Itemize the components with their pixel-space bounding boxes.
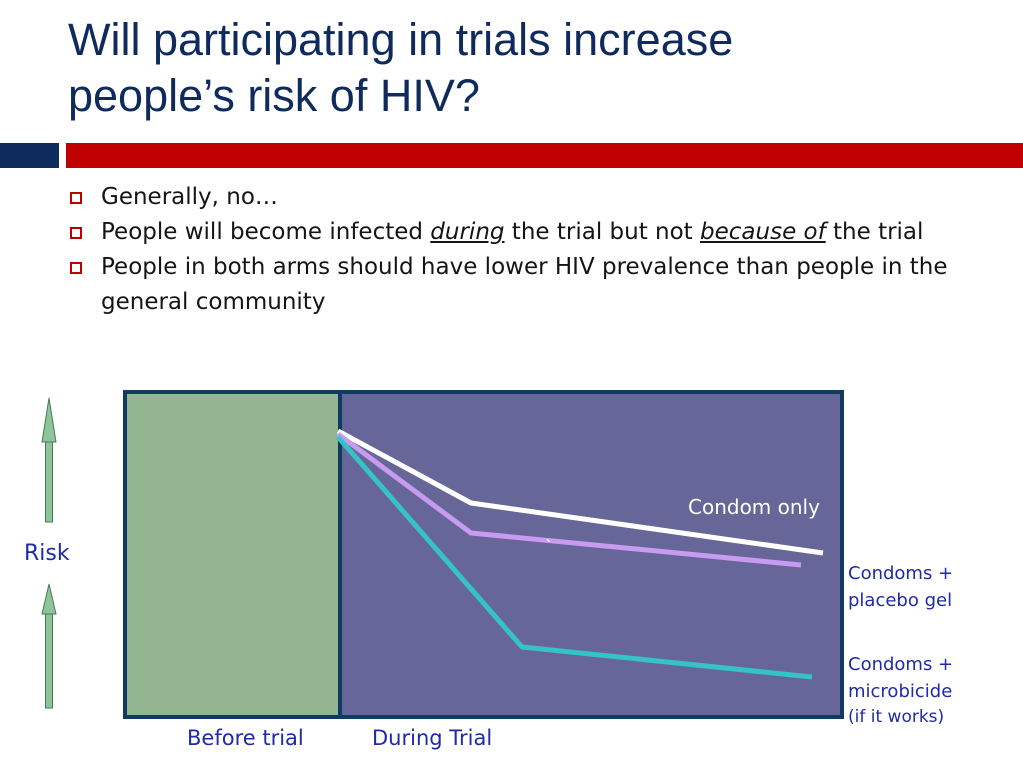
microbicide-label-line-3: (if it works): [848, 707, 944, 727]
line-placebo-gel: [336, 431, 802, 568]
during-trial-panel: [338, 390, 844, 719]
bullet-text-mid: the trial but not: [504, 219, 701, 245]
title-line-1: Will participating in trials increase: [68, 14, 734, 65]
bullet-text: People in both arms should have lower HI…: [101, 254, 948, 315]
during-trial-label: During Trial: [372, 726, 492, 750]
title-line-2: people’s risk of HIV?: [68, 70, 480, 121]
risk-diagram: Risk Before trial During Trial Condom on…: [24, 390, 959, 750]
before-trial-label: Before trial: [187, 726, 304, 750]
bullet-item: People in both arms should have lower HI…: [68, 250, 948, 320]
placebo-gel-label-line-1: Condoms +: [848, 563, 953, 584]
emphasis-because-of: because of: [700, 219, 826, 245]
risk-arrow-up-icon: [41, 397, 57, 523]
line-condom-only: [336, 428, 824, 556]
bullet-item: Generally, no…: [68, 180, 948, 215]
condom-only-label: Condom only: [688, 495, 820, 519]
header-band-red: [66, 143, 1023, 168]
placebo-gel-label: Condoms + placebo gel: [848, 563, 959, 611]
bullet-text: Generally, no…: [101, 184, 278, 210]
line-microbicide: [336, 435, 813, 680]
bullet-square-icon: [70, 227, 82, 239]
placebo-gel-label-line-2: placebo gel: [848, 590, 952, 611]
bullet-list: Generally, no… People will become infect…: [68, 180, 948, 320]
risk-arrow-up-icon: [41, 583, 57, 709]
bullet-text-post: the trial: [825, 219, 924, 245]
bullet-item: People will become infected during the t…: [68, 215, 948, 250]
tick-mark: `: [545, 537, 553, 556]
microbicide-label-line-1: Condoms +: [848, 654, 953, 675]
bullet-square-icon: [70, 262, 82, 274]
microbicide-label-line-2: microbicide: [848, 681, 952, 702]
bullet-text-pre: People will become infected: [101, 219, 431, 245]
before-trial-panel: [123, 390, 342, 719]
header-band-blue: [0, 143, 59, 168]
emphasis-during: during: [430, 219, 505, 245]
bullet-square-icon: [70, 192, 82, 204]
risk-label: Risk: [24, 541, 70, 566]
slide-title: Will participating in trials increase pe…: [68, 12, 968, 124]
microbicide-label: Condoms + microbicide (if it works): [848, 654, 959, 727]
